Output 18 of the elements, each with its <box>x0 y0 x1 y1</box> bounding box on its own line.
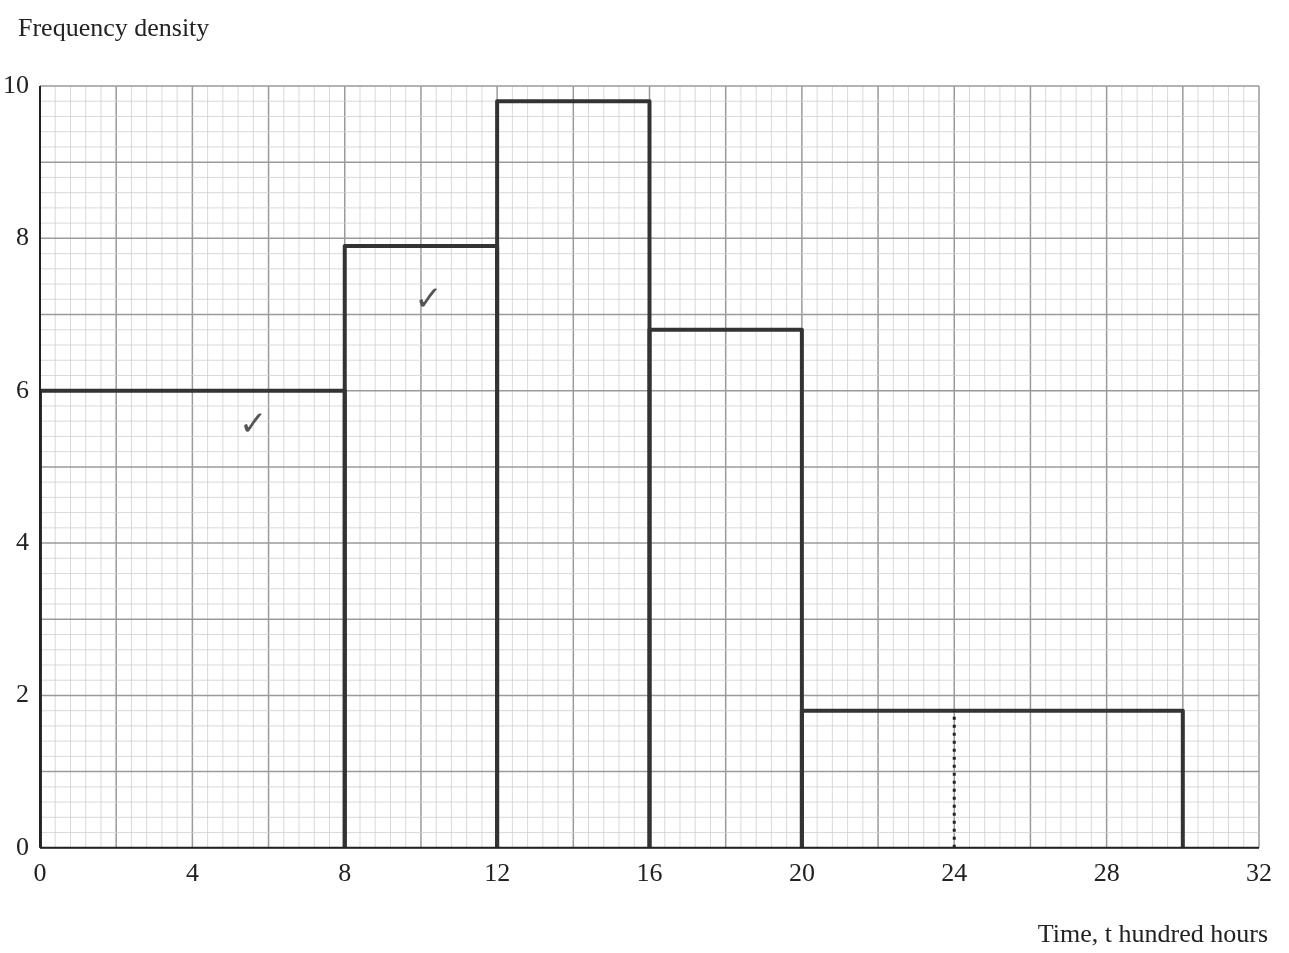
y-tick-label: 4 <box>16 526 29 556</box>
x-tick-label: 4 <box>185 858 199 888</box>
x-tick-label: 28 <box>1093 858 1120 888</box>
y-tick-label: 2 <box>16 679 29 709</box>
x-tick-label: 32 <box>1246 858 1272 888</box>
y-axis-title: Frequency density <box>18 13 210 42</box>
annotation: ✓ <box>239 402 268 443</box>
y-tick-label: 0 <box>16 831 29 861</box>
x-tick-label: 24 <box>941 858 968 888</box>
x-tick-label: 12 <box>484 858 511 888</box>
y-tick-label: 8 <box>16 222 29 252</box>
x-tick-label: 8 <box>338 858 352 888</box>
y-tick-label: 10 <box>3 69 29 99</box>
x-tick-label: 20 <box>788 858 815 888</box>
y-tick-label: 6 <box>16 374 29 404</box>
x-axis-title: Time, t hundred hours <box>1037 919 1268 948</box>
x-tick-label: 16 <box>636 858 663 888</box>
annotation: ✓ <box>414 277 443 318</box>
